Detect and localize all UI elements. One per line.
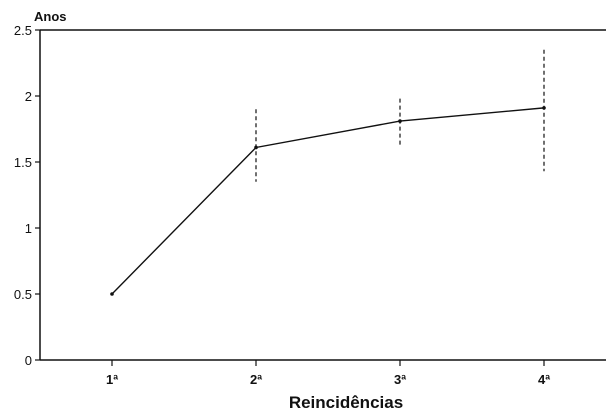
x-tick-label: 3ª bbox=[394, 372, 406, 387]
data-point bbox=[110, 292, 114, 296]
series bbox=[110, 106, 546, 296]
y-ticks: 0 0.5 1 1.5 2 2.5 bbox=[14, 23, 40, 368]
data-point bbox=[398, 119, 402, 123]
x-ticks: 1ª 2ª 3ª 4ª bbox=[106, 360, 550, 387]
x-tick-label: 1ª bbox=[106, 372, 118, 387]
error-bars bbox=[255, 49, 545, 182]
y-tick-label: 2 bbox=[25, 89, 32, 104]
y-tick-label: 2.5 bbox=[14, 23, 32, 38]
series-line bbox=[111, 107, 545, 295]
data-point bbox=[254, 145, 258, 150]
x-tick-label: 2ª bbox=[250, 372, 262, 387]
y-axis-title: Anos bbox=[34, 9, 67, 24]
x-axis-title: Reincidências bbox=[289, 393, 403, 412]
y-tick-label: 1 bbox=[25, 221, 32, 236]
y-tick-label: 0 bbox=[25, 353, 32, 368]
data-point bbox=[542, 106, 546, 110]
y-tick-label: 1.5 bbox=[14, 155, 32, 170]
x-tick-label: 4ª bbox=[538, 372, 550, 387]
y-tick-label: 0.5 bbox=[14, 287, 32, 302]
